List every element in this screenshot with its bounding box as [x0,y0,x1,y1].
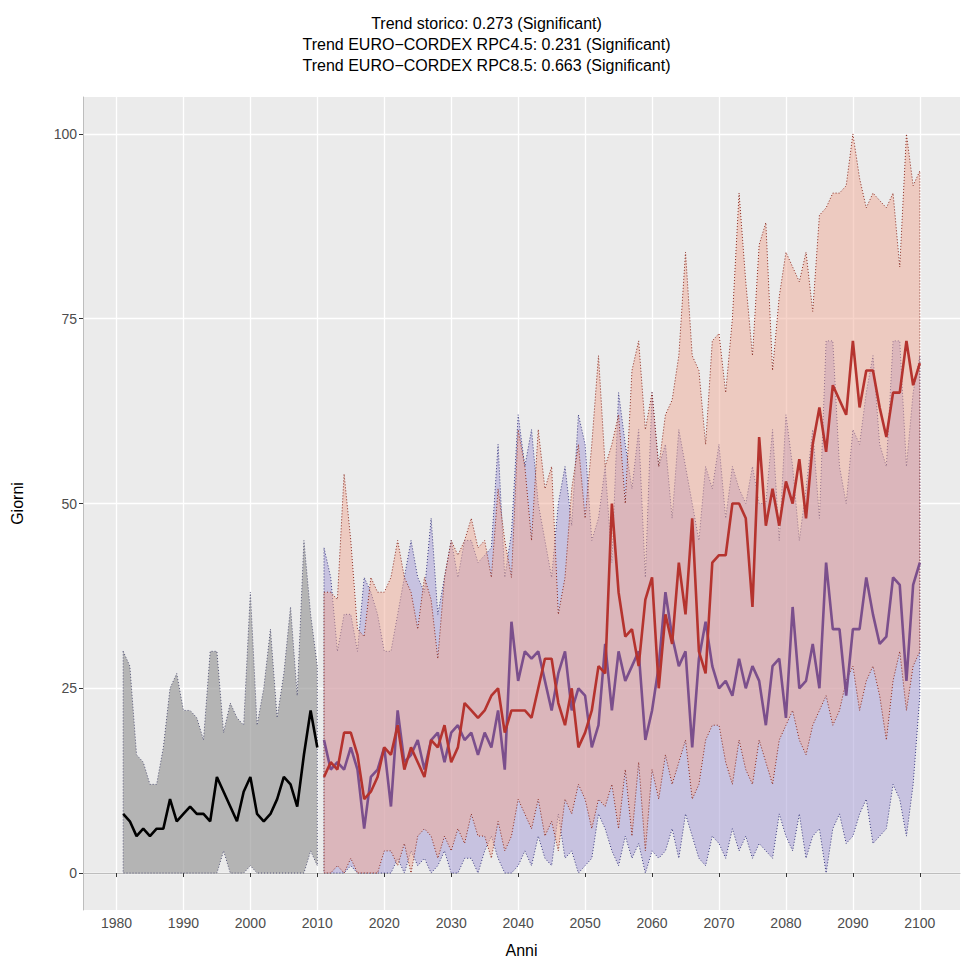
svg-text:2030: 2030 [436,915,467,931]
svg-text:100: 100 [54,126,78,142]
svg-text:2070: 2070 [703,915,734,931]
svg-text:Trend storico: 0.273 (Signific: Trend storico: 0.273 (Significant) [371,15,602,32]
svg-text:2100: 2100 [904,915,935,931]
svg-text:50: 50 [61,496,77,512]
svg-text:0: 0 [69,865,77,881]
svg-text:1990: 1990 [168,915,199,931]
svg-text:2020: 2020 [369,915,400,931]
svg-text:2060: 2060 [636,915,667,931]
svg-text:2000: 2000 [235,915,266,931]
svg-text:1980: 1980 [101,915,132,931]
svg-text:Anni: Anni [505,942,537,959]
svg-text:2090: 2090 [837,915,868,931]
svg-text:25: 25 [61,680,77,696]
svg-text:2010: 2010 [302,915,333,931]
svg-text:2080: 2080 [770,915,801,931]
svg-text:Giorni: Giorni [9,482,26,525]
svg-text:75: 75 [61,311,77,327]
svg-text:Trend EURO−CORDEX RPC4.5: 0.23: Trend EURO−CORDEX RPC4.5: 0.231 (Signifi… [303,36,671,53]
svg-text:2040: 2040 [503,915,534,931]
svg-text:Trend EURO−CORDEX RPC8.5: 0.66: Trend EURO−CORDEX RPC8.5: 0.663 (Signifi… [303,57,671,74]
svg-text:2050: 2050 [570,915,601,931]
